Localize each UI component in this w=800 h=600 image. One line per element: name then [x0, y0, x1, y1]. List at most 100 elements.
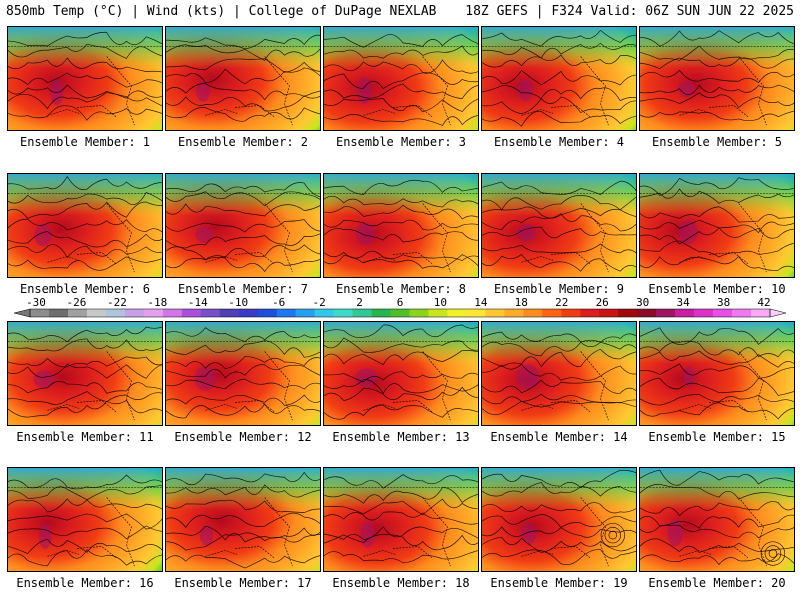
ensemble-map-panel — [639, 321, 795, 426]
colorbar-tick-label: -22 — [107, 296, 127, 309]
ensemble-map-panel — [323, 26, 479, 131]
colorbar-swatch — [713, 309, 733, 317]
temperature-wind-map — [8, 468, 162, 571]
colorbar-swatch — [694, 309, 714, 317]
ensemble-map-panel — [323, 173, 479, 278]
ensemble-map-panel — [165, 26, 321, 131]
colorbar-swatch — [542, 309, 562, 317]
colorbar-swatch — [352, 309, 372, 317]
colorbar-tick-label: 42 — [757, 296, 770, 309]
colorbar-tick-label: 14 — [474, 296, 488, 309]
colorbar-tick-label: -26 — [66, 296, 86, 309]
temperature-wind-map — [640, 27, 794, 130]
colorbar-swatch — [599, 309, 619, 317]
colorbar-swatch — [466, 309, 486, 317]
colorbar-swatch — [181, 309, 202, 317]
ensemble-member-label: Ensemble Member: 9 — [493, 282, 625, 296]
colorbar-swatch — [105, 309, 126, 317]
colorbar-min-arrow — [13, 308, 31, 318]
ensemble-map-panel — [165, 321, 321, 426]
colorbar-swatch — [219, 309, 240, 317]
ensemble-member-label: Ensemble Member: 10 — [648, 282, 786, 296]
header-right-title: 18Z GEFS | F324 Valid: 06Z SUN JUN 22 20… — [465, 4, 794, 19]
ensemble-member-label: Ensemble Member: 4 — [493, 135, 625, 149]
colorbar-swatch — [314, 309, 334, 317]
colorbar-swatch — [30, 309, 50, 317]
ensemble-member-label: Ensemble Member: 5 — [651, 135, 783, 149]
colorbar-tick-label: 6 — [397, 296, 404, 309]
colorbar-tick-label: 18 — [515, 296, 528, 309]
temperature-wind-map — [482, 27, 636, 130]
colorbar-swatch — [86, 309, 107, 317]
temperature-wind-map — [8, 174, 162, 277]
colorbar-tick-label: 30 — [636, 296, 649, 309]
ensemble-member-label: Ensemble Member: 3 — [335, 135, 467, 149]
colorbar-swatch — [371, 309, 391, 317]
colorbar-tick-label: 26 — [596, 296, 609, 309]
colorbar-swatch — [561, 309, 581, 317]
ensemble-map-panel — [481, 173, 637, 278]
colorbar-tick-label: -18 — [147, 296, 167, 309]
ensemble-map-panel — [323, 321, 479, 426]
temperature-wind-map — [8, 322, 162, 425]
colorbar-swatch — [257, 309, 277, 317]
ensemble-member-label: Ensemble Member: 14 — [490, 430, 628, 444]
colorbar-swatch — [447, 309, 467, 317]
colorbar-swatch — [409, 309, 429, 317]
temperature-wind-map — [640, 174, 794, 277]
temperature-wind-map — [482, 174, 636, 277]
ensemble-map-panel — [639, 26, 795, 131]
temperature-wind-map — [166, 468, 320, 571]
ensemble-member-label: Ensemble Member: 19 — [490, 576, 628, 590]
colorbar-tick-label: 10 — [434, 296, 447, 309]
temperature-wind-map — [482, 322, 636, 425]
temperature-wind-map — [166, 174, 320, 277]
colorbar-swatch — [675, 309, 695, 317]
ensemble-member-label: Ensemble Member: 12 — [174, 430, 312, 444]
temperature-wind-map — [324, 174, 478, 277]
colorbar-swatch — [238, 309, 258, 317]
ensemble-map-panel — [7, 467, 163, 572]
ensemble-member-label: Ensemble Member: 18 — [332, 576, 470, 590]
colorbar-swatch — [751, 309, 771, 317]
colorbar-tick-label: -2 — [312, 296, 325, 309]
colorbar-swatch — [485, 309, 505, 317]
ensemble-member-label: Ensemble Member: 17 — [174, 576, 312, 590]
colorbar-swatch — [390, 309, 410, 317]
temperature-wind-map — [640, 468, 794, 571]
ensemble-member-label: Ensemble Member: 2 — [177, 135, 309, 149]
ensemble-member-label: Ensemble Member: 11 — [16, 430, 154, 444]
ensemble-map-panel — [165, 173, 321, 278]
colorbar-swatch — [637, 309, 657, 317]
ensemble-map-panel — [481, 26, 637, 131]
ensemble-map-panel — [165, 467, 321, 572]
colorbar-swatch — [162, 309, 183, 317]
colorbar-swatch — [200, 309, 221, 317]
ensemble-map-panel — [323, 467, 479, 572]
colorbar-tick-label: -10 — [228, 296, 248, 309]
colorbar-swatch — [333, 309, 353, 317]
ensemble-member-label: Ensemble Member: 7 — [177, 282, 309, 296]
ensemble-map-panel — [7, 173, 163, 278]
ensemble-map-panel — [481, 467, 637, 572]
ensemble-map-panel — [481, 321, 637, 426]
ensemble-member-label: Ensemble Member: 6 — [19, 282, 151, 296]
colorbar-tick-label: 2 — [356, 296, 363, 309]
temperature-wind-map — [166, 27, 320, 130]
colorbar-swatch — [48, 309, 69, 317]
colorbar-max-arrow — [769, 308, 787, 318]
temperature-colorbar: -30 -26 -22 -18 -14 -10 -6 -2 2 6 10 14 18 22 26 30 34 38… — [13, 296, 787, 318]
colorbar-tick-label: 22 — [555, 296, 568, 309]
colorbar-swatch — [523, 309, 543, 317]
ensemble-member-label: Ensemble Member: 15 — [648, 430, 786, 444]
colorbar-tick-label: 34 — [676, 296, 690, 309]
colorbar-tick-label: 38 — [717, 296, 730, 309]
colorbar-swatch — [618, 309, 638, 317]
colorbar-swatch — [732, 309, 752, 317]
temperature-wind-map — [482, 468, 636, 571]
ensemble-member-label: Ensemble Member: 13 — [332, 430, 470, 444]
ensemble-map-panel — [7, 26, 163, 131]
colorbar-swatch — [656, 309, 676, 317]
temperature-wind-map — [324, 468, 478, 571]
ensemble-member-label: Ensemble Member: 8 — [335, 282, 467, 296]
